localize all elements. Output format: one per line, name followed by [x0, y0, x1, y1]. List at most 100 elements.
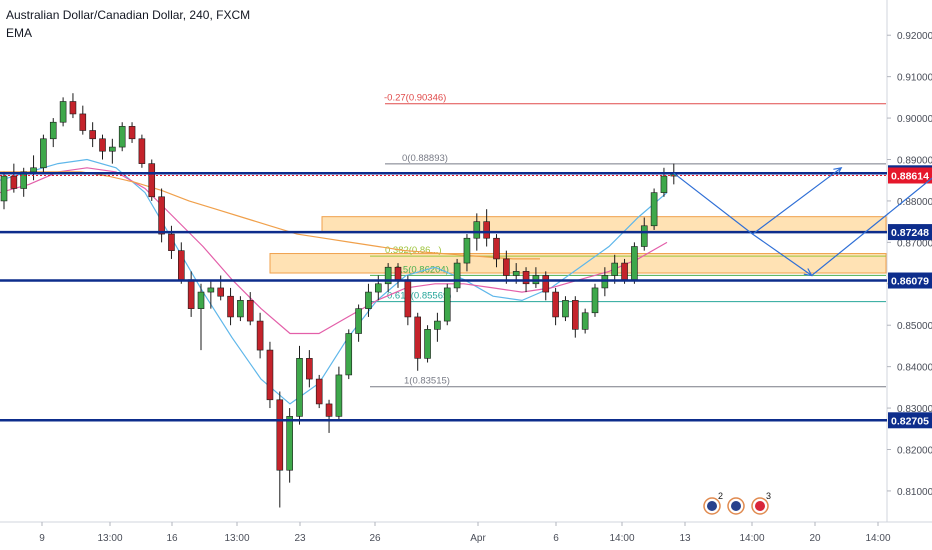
candle-body: [89, 130, 96, 140]
candle-body: [237, 300, 244, 318]
candle-body: [552, 291, 559, 318]
price-tick-label: 0.81000: [897, 487, 932, 498]
price-tag: [888, 167, 932, 184]
candle-body: [296, 358, 303, 417]
price-tick-label: 0.85000: [897, 321, 932, 332]
date-tick-label: 13:00: [224, 533, 249, 544]
candle-body: [315, 378, 323, 405]
candle-body: [621, 262, 628, 280]
candle-body: [394, 266, 402, 280]
candle-body: [512, 271, 520, 276]
price-tag-label: 0.88614: [891, 170, 929, 182]
price-tag: [888, 412, 932, 429]
candle-body: [148, 163, 156, 198]
ema-line: [0, 171, 540, 260]
candle-body: [483, 221, 490, 239]
candle-body: [384, 266, 392, 285]
price-tick-label: 0.87000: [897, 238, 932, 249]
candle-body: [650, 192, 658, 227]
candle-body: [0, 175, 8, 202]
candle-body: [355, 308, 362, 334]
date-tick-label: 14:00: [865, 533, 890, 544]
price-tag-label: 0.82705: [891, 415, 929, 427]
price-tick-label: 0.88000: [897, 197, 932, 208]
candle-body: [571, 300, 579, 330]
indicator-label: EMA: [6, 26, 33, 40]
candle-body: [69, 101, 77, 115]
date-tick-label: 9: [39, 533, 45, 544]
candle-body: [581, 312, 589, 330]
candle-body: [306, 358, 313, 380]
price-tick-label: 0.90000: [897, 114, 932, 125]
flag-icon: [731, 501, 741, 511]
candle-body: [20, 171, 28, 189]
date-tick-label: 26: [369, 533, 381, 544]
candle-body: [128, 126, 136, 140]
candle-body: [276, 399, 284, 471]
candle-body: [79, 113, 87, 131]
candle-body: [109, 146, 116, 152]
candle-body: [631, 246, 638, 280]
candle-body: [138, 138, 146, 164]
candle-body: [227, 295, 234, 318]
candle-body: [434, 320, 441, 330]
price-tick-label: 0.83000: [897, 404, 932, 415]
candle-body: [493, 237, 500, 260]
candle-body: [640, 225, 648, 247]
fib-level-label: 0(0.88893): [402, 153, 448, 164]
candle-body: [522, 271, 530, 285]
price-tag: [888, 272, 932, 289]
flag-icon: [755, 501, 765, 511]
candle-body: [443, 287, 451, 322]
date-tick-label: 14:00: [739, 533, 764, 544]
candle-body: [453, 262, 461, 289]
candle-body: [10, 175, 18, 189]
candle-body: [187, 279, 195, 309]
fib-level-label: 0.5(0.86204): [395, 264, 449, 275]
candle-body: [178, 250, 185, 280]
date-tick-label: 14:00: [609, 533, 634, 544]
candle-body: [246, 300, 254, 322]
candle-body: [99, 138, 106, 152]
price-tick-label: 0.89000: [897, 156, 932, 167]
candle-body: [256, 320, 264, 351]
candle-body: [473, 221, 481, 239]
candle-body: [503, 258, 510, 276]
price-tag: [888, 224, 932, 241]
candle-body: [59, 101, 67, 123]
projection-arrowhead: [833, 166, 843, 176]
candle-body: [660, 175, 668, 193]
candle-body: [325, 403, 333, 417]
upper-zone: [321, 216, 887, 233]
candle-body: [345, 333, 353, 376]
candle-body: [30, 167, 37, 173]
price-tick-label: 0.92000: [897, 31, 932, 42]
candle-body: [591, 287, 599, 314]
lower-zone: [269, 253, 887, 274]
candle-body: [207, 287, 215, 293]
date-tick-label: 13:00: [97, 533, 122, 544]
fib-level-label: 0.618(0.85569): [387, 291, 451, 302]
candle-body: [463, 237, 471, 264]
candle-body: [286, 416, 293, 471]
flag-icon: [707, 501, 717, 511]
event-count-badge: 2: [718, 491, 723, 501]
candle-body: [118, 126, 126, 148]
price-tick-label: 0.82000: [897, 446, 932, 457]
candle-body: [374, 283, 382, 293]
date-tick-label: 23: [294, 533, 306, 544]
price-tag-label: 0.87248: [891, 227, 929, 239]
fib-level-label: 1(0.83515): [404, 376, 450, 387]
candle-body: [335, 374, 343, 417]
candle-body: [414, 316, 422, 359]
candle-body: [424, 329, 431, 359]
date-tick-label: 16: [166, 533, 178, 544]
candle-body: [266, 349, 274, 401]
price-tag-label: 0.86079: [891, 276, 929, 288]
date-tick-label: 20: [809, 533, 821, 544]
projection-arrowhead: [803, 268, 813, 277]
candle-body: [197, 291, 205, 309]
candle-body: [365, 291, 372, 309]
price-tick-label: 0.84000: [897, 363, 932, 374]
